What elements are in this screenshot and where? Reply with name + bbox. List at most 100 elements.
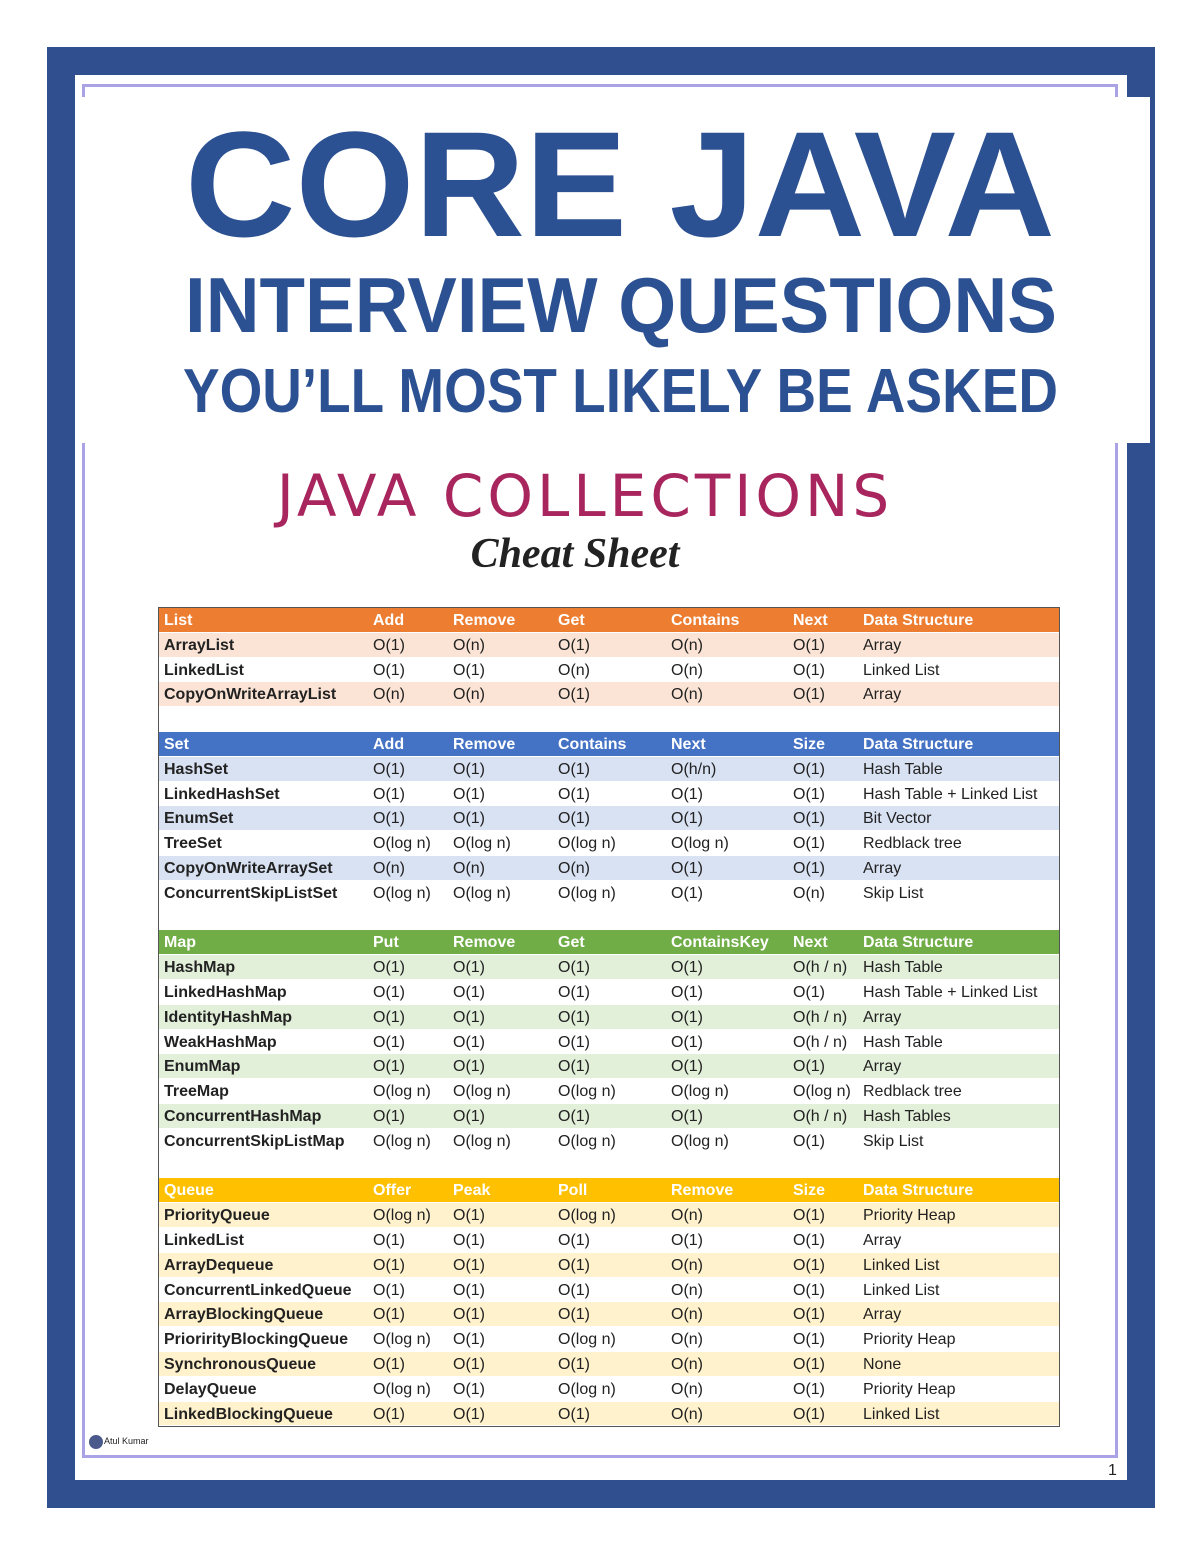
header-cell: Remove bbox=[453, 736, 516, 753]
cell: O(1) bbox=[793, 636, 825, 654]
cell: O(n) bbox=[453, 636, 485, 654]
cell: O(n) bbox=[671, 1256, 703, 1274]
cell: O(n) bbox=[671, 1356, 703, 1373]
header-cell: Peak bbox=[453, 1182, 491, 1200]
header-cell: Data Structure bbox=[863, 612, 974, 629]
table-row: ConcurrentLinkedQueue O(1) O(1) O(1) O(n) O(1… bbox=[159, 1277, 1059, 1303]
cell: O(n) bbox=[671, 1331, 703, 1349]
cell: O(n) bbox=[671, 1207, 703, 1225]
cell: O(log n) bbox=[373, 1331, 431, 1349]
table-row: IdentityHashMap O(1) O(1) O(1) O(1) O(h / n) A… bbox=[159, 1004, 1059, 1030]
tagline: YOU’LL MOST LIKELY BE ASKED bbox=[183, 357, 1058, 426]
cell: O(log n) bbox=[453, 1083, 511, 1101]
author: Atul Kumar bbox=[104, 1436, 149, 1446]
cell: Linked List bbox=[863, 661, 940, 679]
cell: LinkedHashSet bbox=[164, 785, 280, 803]
cell: Array bbox=[863, 1306, 902, 1324]
cell: O(1) bbox=[671, 984, 703, 1001]
cell: Skip List bbox=[863, 884, 924, 902]
header-cell: Next bbox=[671, 736, 706, 753]
header-cell: Contains bbox=[558, 736, 627, 753]
cell: Array bbox=[863, 686, 902, 704]
header-cell: Contains bbox=[671, 612, 740, 629]
cell: O(1) bbox=[558, 760, 590, 778]
cell: O(log n) bbox=[373, 884, 431, 902]
cell: O(1) bbox=[453, 785, 485, 803]
cell: O(log n) bbox=[373, 835, 431, 853]
cell: O(log n) bbox=[453, 1132, 511, 1150]
cell: IdentityHashMap bbox=[164, 1008, 293, 1026]
cell: O(1) bbox=[793, 661, 825, 679]
cell: ArrayBlockingQueue bbox=[164, 1306, 324, 1324]
table-row: PriorirityBlockingQueue O(log n) O(1) O(log… bbox=[159, 1327, 1059, 1352]
cell: O(log n) bbox=[558, 1207, 616, 1225]
cell: O(1) bbox=[373, 1256, 405, 1274]
cell: O(log n) bbox=[373, 1207, 431, 1225]
cell: Redblack tree bbox=[863, 1083, 962, 1101]
cell: Bit Vector bbox=[863, 810, 932, 828]
table-row: EnumSet O(1) O(1) O(1) O(1) O(1) Bit Vector bbox=[159, 806, 1059, 832]
cell: DelayQueue bbox=[164, 1380, 257, 1398]
title: CORE JAVA bbox=[185, 100, 1055, 268]
cell: O(log n) bbox=[558, 1132, 616, 1150]
cell: O(log n) bbox=[793, 1083, 851, 1101]
cell: O(log n) bbox=[671, 1132, 729, 1150]
header-cell: Map bbox=[164, 934, 196, 952]
cell: O(1) bbox=[558, 1008, 590, 1026]
cell: O(1) bbox=[793, 1256, 825, 1274]
cell: O(1) bbox=[671, 785, 703, 803]
cell: O(n) bbox=[453, 686, 485, 704]
cell: Hash Table + Linked List bbox=[863, 984, 1038, 1001]
cell: O(1) bbox=[558, 1306, 590, 1324]
cell: O(1) bbox=[453, 959, 485, 977]
cell: PriorirityBlockingQueue bbox=[164, 1331, 349, 1349]
header-cell: Get bbox=[558, 934, 585, 952]
cell: O(1) bbox=[793, 686, 825, 704]
cell: O(1) bbox=[453, 1356, 485, 1373]
cell: EnumSet bbox=[164, 810, 234, 828]
cell: O(1) bbox=[373, 1058, 405, 1076]
header-cell: Set bbox=[164, 736, 189, 753]
cell: O(1) bbox=[671, 884, 703, 902]
cell: O(h / n) bbox=[793, 959, 848, 977]
table-row: CopyOnWriteArraySet O(n) O(n) O(n) O(1) O(1) A… bbox=[159, 856, 1059, 881]
cell: O(1) bbox=[793, 1306, 825, 1324]
cell: O(log n) bbox=[671, 1083, 729, 1101]
cell: O(1) bbox=[558, 1356, 590, 1373]
section-header: Set Add Remove Contains Next Size Data Structu… bbox=[159, 732, 1059, 757]
sheet-subtitle: Cheat Sheet bbox=[470, 531, 680, 577]
cell: O(1) bbox=[558, 1256, 590, 1274]
cell: O(log n) bbox=[373, 1132, 431, 1150]
cell: O(1) bbox=[671, 1008, 703, 1026]
cell: O(1) bbox=[373, 1008, 405, 1026]
cell: O(1) bbox=[453, 1108, 485, 1125]
cell: O(1) bbox=[793, 760, 825, 778]
cell: O(n) bbox=[671, 1380, 703, 1398]
cell: O(log n) bbox=[558, 1331, 616, 1349]
cell: Linked List bbox=[863, 1405, 940, 1423]
header-cell: Offer bbox=[373, 1182, 412, 1200]
cell: O(1) bbox=[373, 810, 405, 828]
cell: O(1) bbox=[453, 1281, 485, 1299]
cell: ConcurrentSkipListMap bbox=[164, 1132, 345, 1150]
cell: O(1) bbox=[453, 661, 485, 679]
cell: O(n) bbox=[558, 661, 590, 679]
cell: O(1) bbox=[793, 1132, 825, 1150]
table-row: TreeMap O(log n) O(log n) O(log n) O(log n) O… bbox=[159, 1079, 1059, 1104]
sheet-title: JAVA COLLECTIONS bbox=[276, 462, 894, 530]
cell: O(1) bbox=[373, 785, 405, 803]
subtitle: INTERVIEW QUESTIONS bbox=[185, 261, 1057, 349]
table-row: LinkedList O(1) O(1) O(1) O(1) O(1) Array bbox=[159, 1228, 1059, 1253]
cell: Array bbox=[863, 1008, 902, 1026]
cell: O(1) bbox=[671, 1232, 703, 1249]
cell: O(1) bbox=[373, 636, 405, 654]
cell: O(1) bbox=[793, 1058, 825, 1076]
cell: O(1) bbox=[793, 1232, 825, 1249]
cell: None bbox=[863, 1356, 902, 1373]
header-cell: Size bbox=[793, 1182, 826, 1200]
table-row: WeakHashMap O(1) O(1) O(1) O(1) O(h / n) Hash … bbox=[159, 1029, 1059, 1055]
cell: WeakHashMap bbox=[164, 1033, 277, 1051]
cell: O(n) bbox=[671, 686, 703, 704]
cell: O(1) bbox=[453, 1405, 485, 1423]
